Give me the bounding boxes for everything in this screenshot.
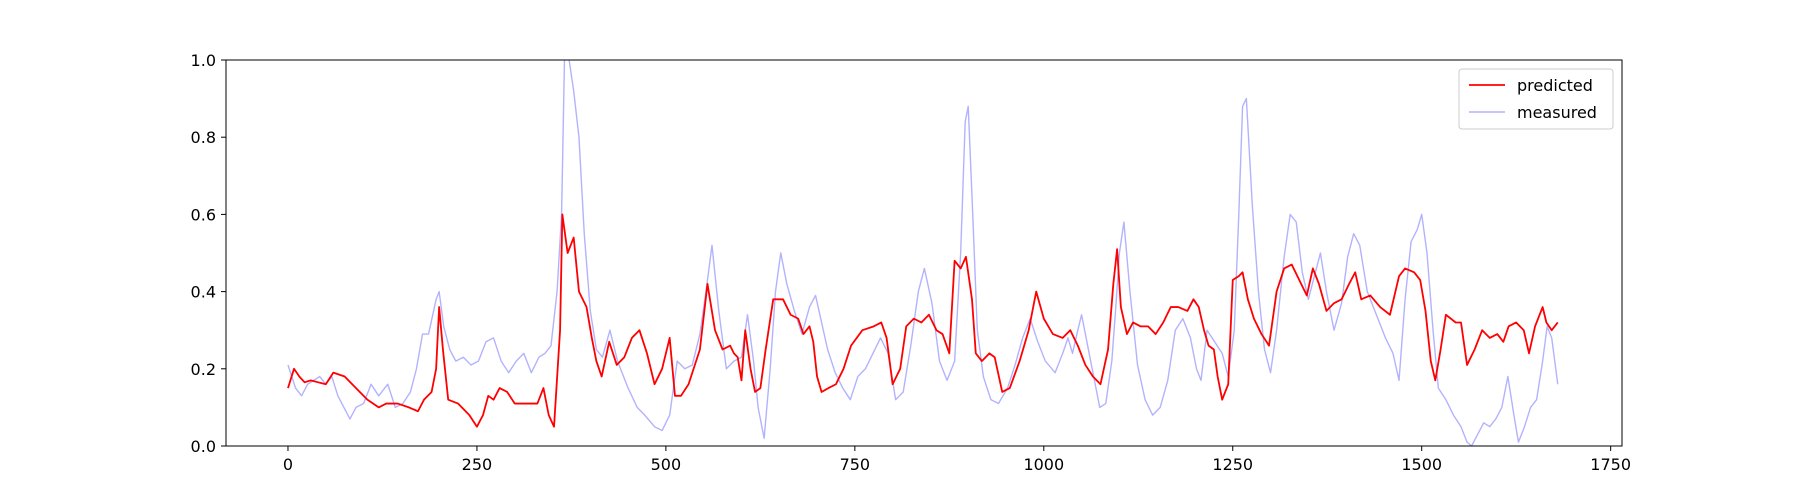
plot-area [287, 60, 1559, 446]
x-tick-label: 1500 [1401, 455, 1442, 474]
x-tick-label: 750 [840, 455, 871, 474]
y-tick-label: 0.6 [191, 205, 216, 224]
x-tick-label: 1250 [1212, 455, 1253, 474]
legend-box [1458, 68, 1614, 130]
axes: 0 250 500 750 1000 1250 1500 1750 0.0 0.2 0.4 0.6 0.… [191, 51, 1631, 474]
y-tick-label: 1.0 [191, 51, 216, 70]
y-tick-label: 0.8 [191, 128, 216, 147]
y-tick-label: 0.2 [191, 360, 216, 379]
legend-label-predicted: predicted [1517, 76, 1593, 95]
y-tick-label: 0.4 [191, 283, 216, 302]
series-line-predicted [287, 213, 1559, 428]
series-group [287, 60, 1559, 446]
y-tick-label: 0.0 [191, 437, 216, 456]
x-tick-label: 500 [651, 455, 682, 474]
x-tick-label: 0 [283, 455, 293, 474]
legend-label-measured: measured [1517, 103, 1597, 122]
series-line-measured [287, 60, 1559, 446]
x-tick-label: 250 [462, 455, 493, 474]
x-tick-label: 1750 [1590, 455, 1631, 474]
legend: predicted measured [1458, 68, 1614, 130]
axes-frame [225, 59, 1623, 447]
x-tick-label: 1000 [1023, 455, 1064, 474]
